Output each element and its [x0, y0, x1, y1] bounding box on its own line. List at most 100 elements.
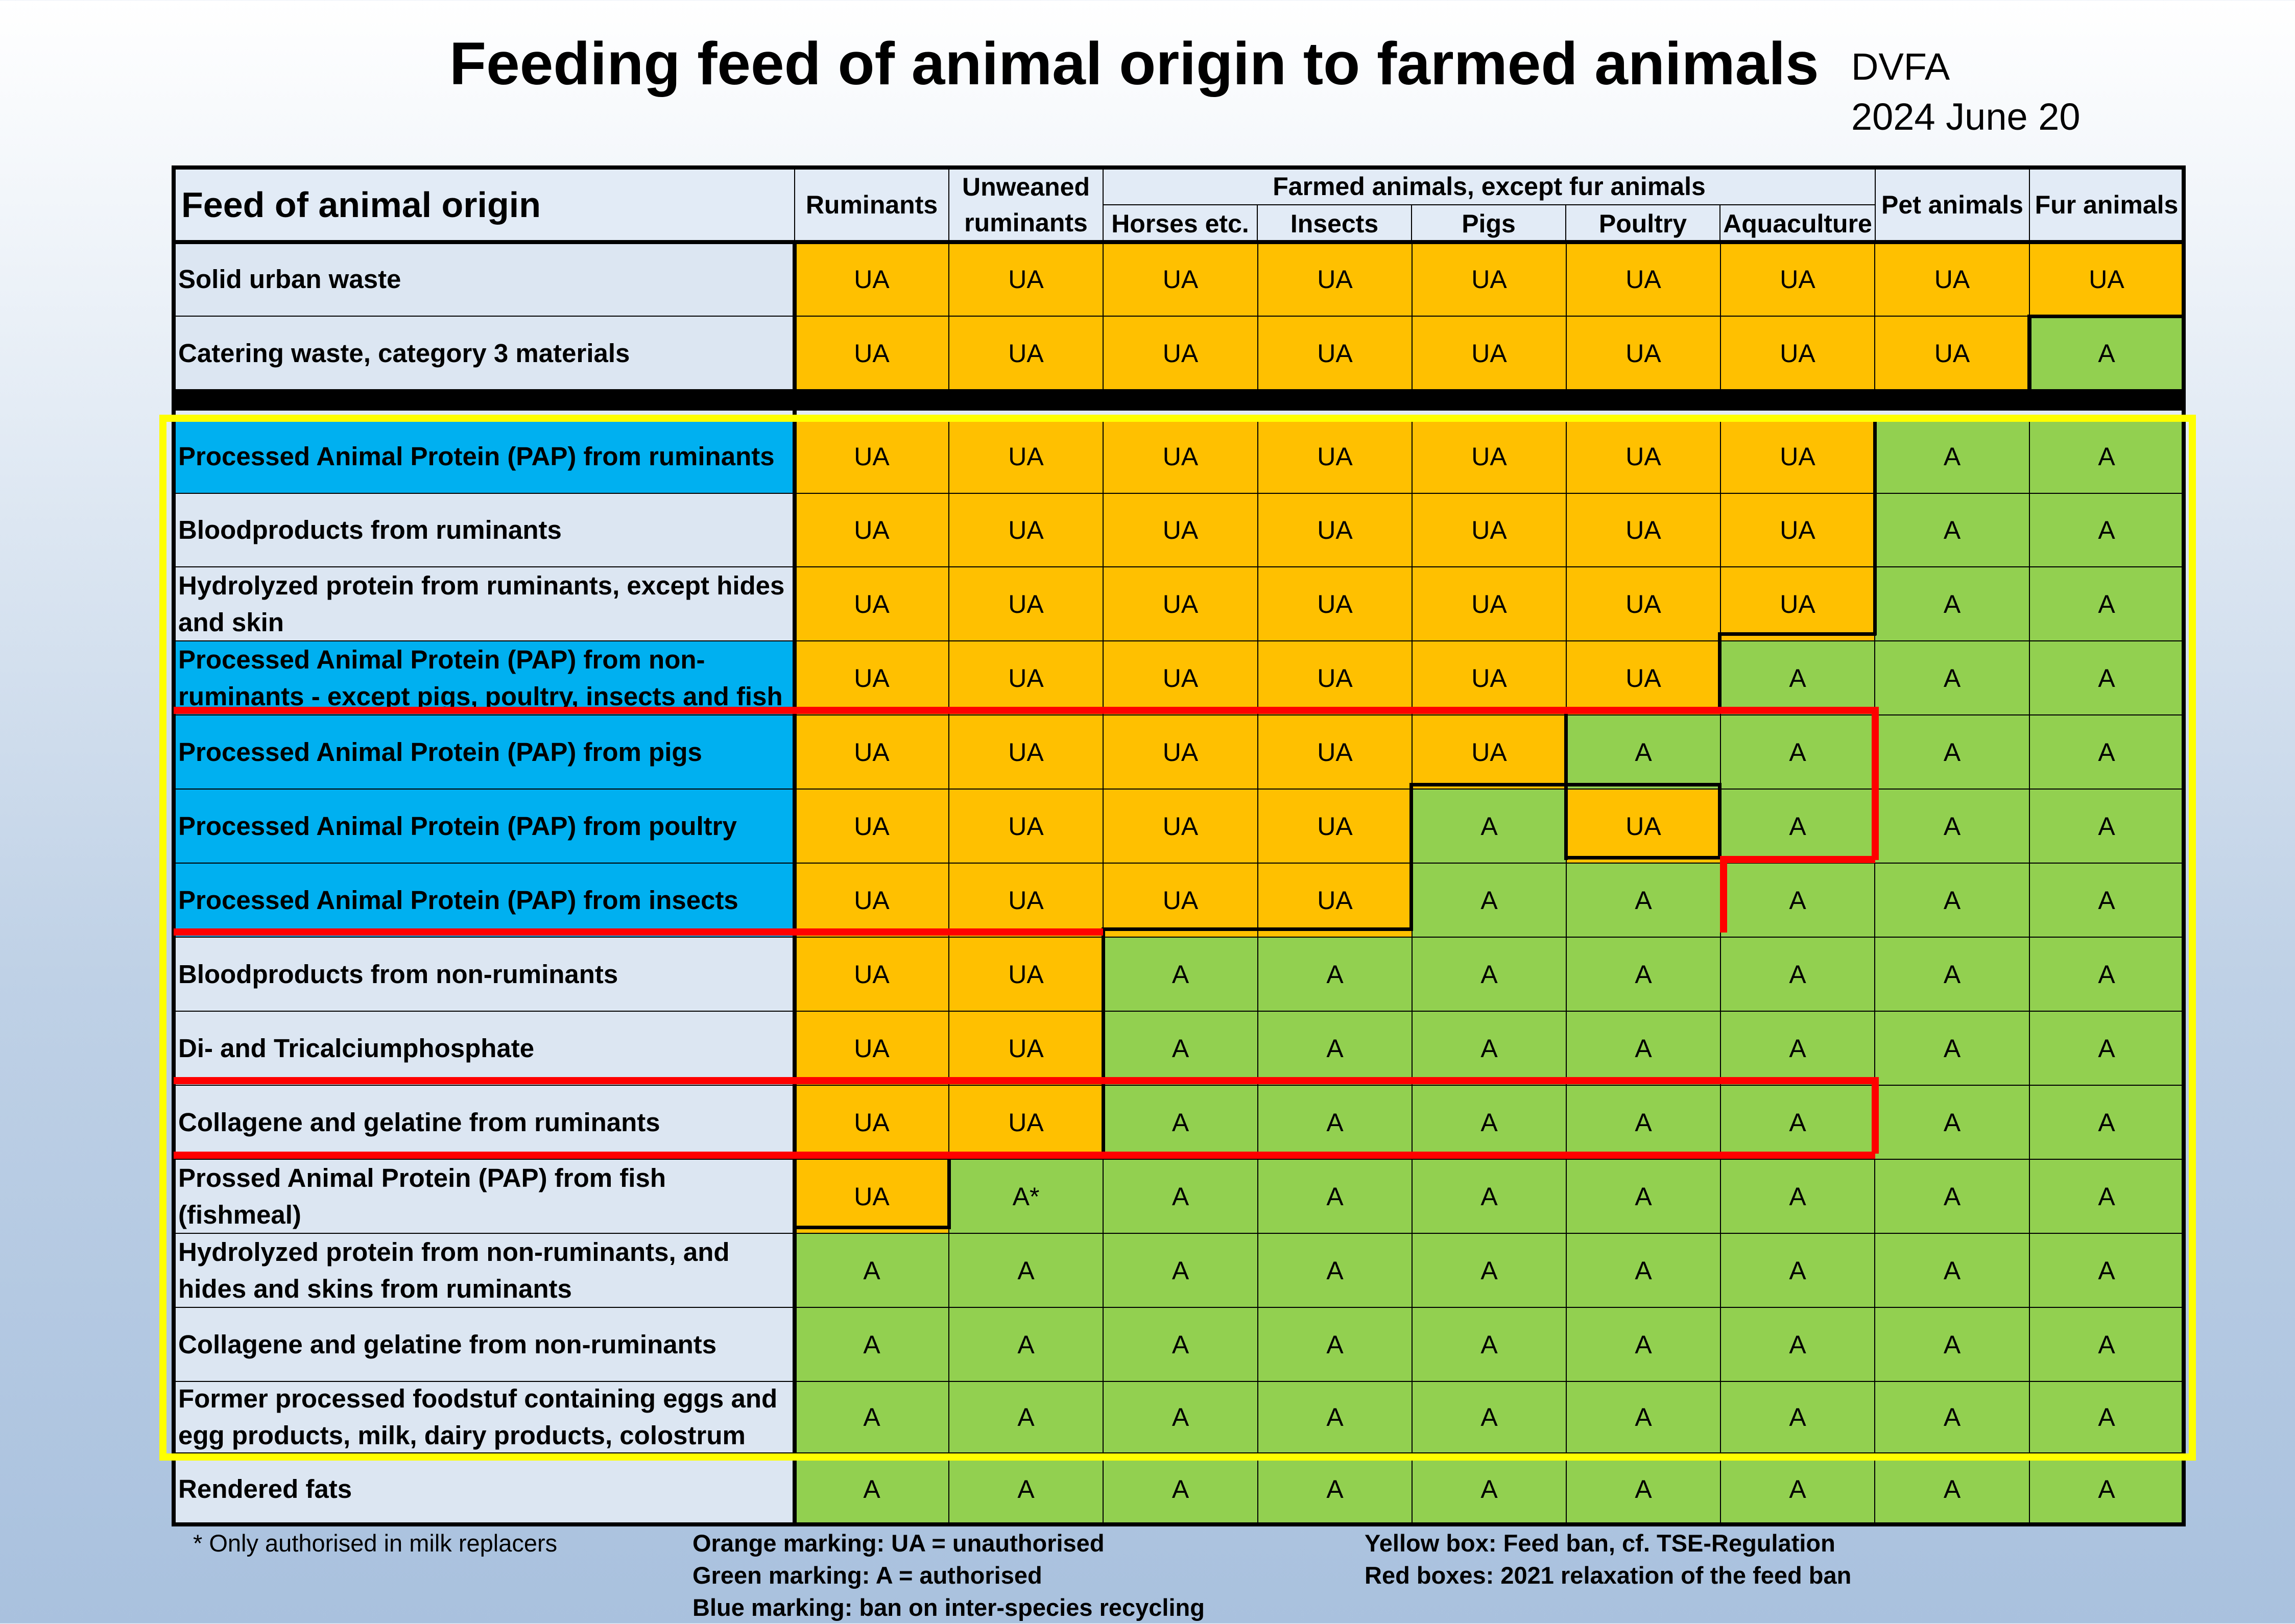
cell-ruminants: UA: [795, 1011, 949, 1085]
cell-ruminants: UA: [795, 863, 949, 937]
cell-insects: UA: [1258, 715, 1412, 789]
organization: DVFA: [1851, 45, 1950, 88]
cell-horses: UA: [1103, 567, 1258, 641]
cell-poultry: UA: [1566, 567, 1720, 641]
cell-aquaculture: A: [1720, 1233, 1875, 1307]
cell-aquaculture: UA: [1720, 420, 1875, 493]
aquaculture-step: [1718, 632, 1722, 710]
cell-pet: A: [1875, 493, 2029, 567]
cell-unweaned: A: [949, 1307, 1103, 1381]
cell-pet: A: [1875, 1381, 2029, 1453]
cell-fur: A: [2029, 715, 2184, 789]
cell-pigs: A: [1412, 1307, 1566, 1381]
cell-aquaculture: A: [1720, 641, 1875, 715]
cell-insects: UA: [1258, 789, 1412, 863]
cell-pet: A: [1875, 937, 2029, 1011]
label-divider: [793, 240, 797, 1526]
pigs-step: [1409, 783, 1568, 786]
cell-pet: UA: [1875, 316, 2029, 390]
cell-pigs: A: [1412, 789, 1566, 863]
poultry-box: [1718, 783, 1722, 859]
cell-insects: A: [1258, 1233, 1412, 1307]
cell-pigs: A: [1412, 863, 1566, 937]
cell-pigs: A: [1412, 1233, 1566, 1307]
poultry-step: [1564, 707, 1722, 710]
cell-poultry: A: [1566, 937, 1720, 1011]
cell-unweaned: UA: [949, 863, 1103, 937]
row-label: Collagene and gelatine from ruminants: [174, 1085, 795, 1159]
cell-unweaned: UA: [949, 789, 1103, 863]
cell-pigs: A: [1412, 1381, 1566, 1453]
cell-ruminants: UA: [795, 937, 949, 1011]
ruminants-step: [795, 1226, 951, 1229]
cell-unweaned: UA: [949, 715, 1103, 789]
horses-step: [1103, 927, 1413, 931]
cell-aquaculture: A: [1720, 1159, 1875, 1233]
cell-horses: A: [1103, 1233, 1258, 1307]
cell-poultry: UA: [1566, 242, 1720, 316]
unweaned-step: [947, 1152, 951, 1229]
cell-poultry: UA: [1566, 641, 1720, 715]
cell-aquaculture: A: [1720, 1085, 1875, 1159]
cell-unweaned: UA: [949, 937, 1103, 1011]
row-label: Di- and Tricalciumphosphate: [174, 1011, 795, 1085]
pigs-step: [1409, 783, 1413, 931]
cell-horses: A: [1103, 937, 1258, 1011]
cell-unweaned: A: [949, 1453, 1103, 1525]
cell-ruminants: UA: [795, 242, 949, 316]
row-label: Prossed Animal Protein (PAP) from fish (…: [174, 1159, 795, 1233]
cell-aquaculture: A: [1720, 937, 1875, 1011]
cell-insects: A: [1258, 1159, 1412, 1233]
cell-pigs: A: [1412, 1453, 1566, 1525]
cell-insects: A: [1258, 1453, 1412, 1525]
cell-horses: UA: [1103, 863, 1258, 937]
cell-insects: A: [1258, 1307, 1412, 1381]
cell-aquaculture: UA: [1720, 567, 1875, 641]
aquaculture-step: [1718, 632, 1876, 636]
cell-horses: A: [1103, 1453, 1258, 1525]
cell-poultry: A: [1566, 1233, 1720, 1307]
cell-ruminants: UA: [795, 789, 949, 863]
cell-pet: A: [1875, 715, 2029, 789]
cell-fur: A: [2029, 316, 2184, 390]
fur-catering-step: [2027, 315, 2184, 318]
cell-insects: UA: [1258, 316, 1412, 390]
cell-pigs: A: [1412, 1011, 1566, 1085]
cell-poultry: UA: [1566, 789, 1720, 863]
row-label: Collagene and gelatine from non-ruminant…: [174, 1307, 795, 1381]
cell-pigs: UA: [1412, 715, 1566, 789]
cell-pet: A: [1875, 1159, 2029, 1233]
cell-horses: UA: [1103, 420, 1258, 493]
row-label: Processed Animal Protein (PAP) from rumi…: [174, 420, 795, 493]
unweaned-step: [947, 1152, 1105, 1156]
cell-ruminants: UA: [795, 1159, 949, 1233]
cell-poultry: UA: [1566, 316, 1720, 390]
cell-fur: A: [2029, 1233, 2184, 1307]
row-label: Hydrolyzed protein from non-ruminants, a…: [174, 1233, 795, 1307]
cell-ruminants: A: [795, 1381, 949, 1453]
cell-insects: A: [1258, 1381, 1412, 1453]
cell-pet: A: [1875, 863, 2029, 937]
cell-horses: A: [1103, 1085, 1258, 1159]
cell-aquaculture: A: [1720, 715, 1875, 789]
cell-pigs: UA: [1412, 316, 1566, 390]
cell-poultry: A: [1566, 1453, 1720, 1525]
cell-unweaned: UA: [949, 1085, 1103, 1159]
cell-unweaned: A*: [949, 1159, 1103, 1233]
cell-horses: UA: [1103, 493, 1258, 567]
cell-fur: A: [2029, 1011, 2184, 1085]
cell-aquaculture: A: [1720, 863, 1875, 937]
cell-aquaculture: A: [1720, 1453, 1875, 1525]
header-farmed-animals-group: Farmed animals, except fur animals: [1103, 168, 1875, 205]
row-label: Bloodproducts from non-ruminants: [174, 937, 795, 1011]
cell-unweaned: UA: [949, 567, 1103, 641]
cell-ruminants: UA: [795, 420, 949, 493]
header-fur-animals: Fur animals: [2029, 168, 2184, 242]
cell-horses: UA: [1103, 715, 1258, 789]
cell-insects: UA: [1258, 641, 1412, 715]
fur-catering-step: [2027, 315, 2031, 391]
cell-ruminants: UA: [795, 715, 949, 789]
cell-pigs: A: [1412, 937, 1566, 1011]
cell-pet: A: [1875, 789, 2029, 863]
row-label: Processed Animal Protein (PAP) from non-…: [174, 641, 795, 715]
